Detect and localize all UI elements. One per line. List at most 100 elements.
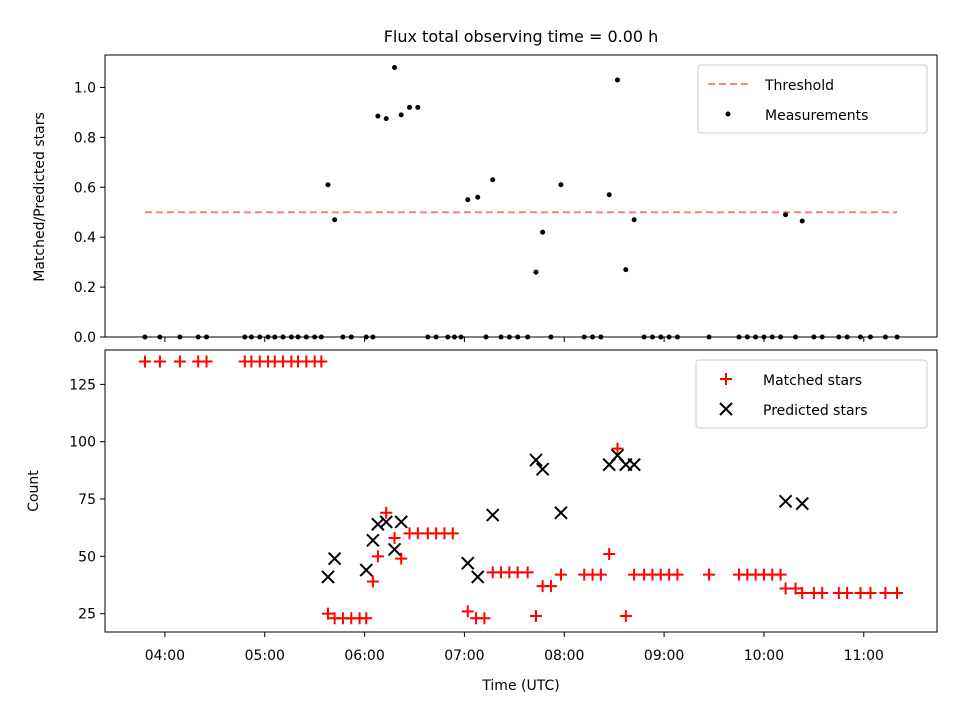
plot-area-ratio: 0.0 0.2 0.4 0.6 0.8 1.0 (74, 64, 900, 346)
matched-stars-point (138, 355, 151, 368)
legend-bottom: Matched stars Predicted stars (695, 359, 928, 429)
legend-top: Threshold Measurements (697, 64, 928, 134)
star-count-panel: Count Time (UTC) 04:00 05:00 06:00 07:00 08:… (26, 349, 938, 694)
predicted-stars-point (394, 515, 408, 529)
x-tick-label: 09:00 (644, 648, 684, 664)
predicted-stars-point (778, 494, 793, 509)
x-tick-label: 04:00 (145, 648, 185, 664)
matched-stars-point (371, 550, 384, 563)
y-tick-label: 100 (69, 435, 96, 451)
matched-stars-point (891, 587, 904, 600)
matched-stars-point (554, 568, 567, 581)
measurements-point (540, 229, 546, 235)
measurements-point (465, 197, 471, 203)
chart-title: Flux total observing time = 0.00 h (384, 27, 659, 46)
y-axis-label-count: Count (26, 470, 42, 512)
matched-stars-point (594, 568, 607, 581)
measurements-point (475, 194, 481, 200)
measurements-point (383, 116, 389, 122)
measurements-point (325, 182, 331, 188)
matched-stars-point (703, 568, 716, 581)
matched-stars-point (200, 355, 213, 368)
matched-stars-point (603, 548, 616, 561)
matched-stars-point (671, 568, 684, 581)
y-tick-label: 50 (78, 549, 96, 565)
flux-ratio-panel: Flux total observing time = 0.00 h Match… (32, 27, 938, 346)
x-tick-label: 11:00 (844, 648, 884, 664)
predicted-stars-point (359, 563, 373, 577)
matched-stars-point (521, 566, 534, 579)
y-tick-label: 25 (78, 607, 96, 623)
predicted-stars-point (321, 570, 335, 584)
predicted-stars-point (379, 515, 393, 529)
legend-matched-label: Matched stars (763, 373, 862, 389)
x-tick-label: 06:00 (344, 648, 384, 664)
plot-area-count: 04:00 05:00 06:00 07:00 08:00 09:00 10:00 11:00… (69, 355, 904, 664)
measurements-point (398, 112, 404, 118)
predicted-stars-point (627, 457, 641, 472)
y-tick-label: 0.4 (74, 230, 96, 246)
predicted-stars-point (795, 496, 809, 511)
axes-frame-top (104, 54, 938, 338)
matched-stars-point (360, 612, 373, 625)
predicted-stars-point (461, 556, 475, 570)
y-tick-label: 1.0 (74, 80, 96, 96)
measurements-point (783, 212, 789, 218)
y-tick-label: 75 (78, 492, 96, 508)
matched-stars-point (478, 612, 491, 625)
matched-stars-point (380, 506, 393, 519)
matched-stars-point (315, 355, 328, 368)
matched-stars-point (395, 552, 408, 565)
measurements-point (332, 217, 338, 223)
legend-predicted-swatch (719, 402, 733, 416)
matched-stars-point (774, 568, 787, 581)
predicted-stars-point (471, 570, 485, 584)
measurements-point (615, 77, 621, 83)
predicted-stars-point (366, 533, 380, 548)
legend-box-bottom (695, 359, 928, 429)
matched-stars-point (611, 442, 624, 455)
predicted-stars-point (486, 508, 500, 522)
matched-stars-point (879, 587, 892, 600)
legend-threshold-label: Threshold (764, 78, 834, 94)
measurements-point (558, 182, 564, 188)
matched-stars-point (796, 587, 809, 600)
measurements-point (799, 218, 805, 224)
predicted-stars-point (371, 517, 385, 531)
y-tick-label: 0.0 (74, 330, 96, 346)
matched-stars-point (388, 532, 401, 544)
legend-measurements-label: Measurements (765, 108, 868, 124)
predicted-stars-point (529, 453, 543, 467)
predicted-stars-point (535, 462, 550, 476)
matched-stars-point (461, 605, 474, 618)
measurements-point (392, 64, 398, 70)
measurements-point (490, 177, 496, 183)
x-tick-label: 07:00 (444, 648, 484, 664)
y-tick-label: 0.6 (74, 180, 96, 196)
matched-stars-point (153, 355, 166, 368)
x-tick-label: 08:00 (544, 648, 584, 664)
matched-stars-point (841, 587, 854, 600)
y-tick-label: 125 (69, 377, 96, 393)
legend-box-top (697, 64, 928, 134)
y-tick-label: 0.2 (74, 280, 96, 296)
matched-stars-point (366, 575, 379, 588)
legend-measurements-swatch (725, 111, 731, 117)
matched-stars-point (619, 609, 632, 622)
x-tick-label: 05:00 (245, 648, 285, 664)
matched-stars-point (321, 607, 334, 620)
axes-frame-bottom (104, 349, 938, 633)
matched-stars-point (446, 527, 459, 540)
matched-stars-point (816, 587, 829, 600)
y-axis-label-ratio: Matched/Predicted stars (32, 112, 48, 282)
matched-stars-point (789, 582, 802, 595)
legend-predicted-label: Predicted stars (763, 403, 868, 419)
measurements-point (631, 217, 637, 223)
measurements-point (407, 104, 413, 110)
matched-stars-point (544, 580, 557, 593)
matched-stars-point (864, 587, 877, 600)
matched-stars-point (173, 355, 186, 368)
matched-stars-point (529, 609, 542, 622)
predicted-stars-point (327, 551, 342, 566)
